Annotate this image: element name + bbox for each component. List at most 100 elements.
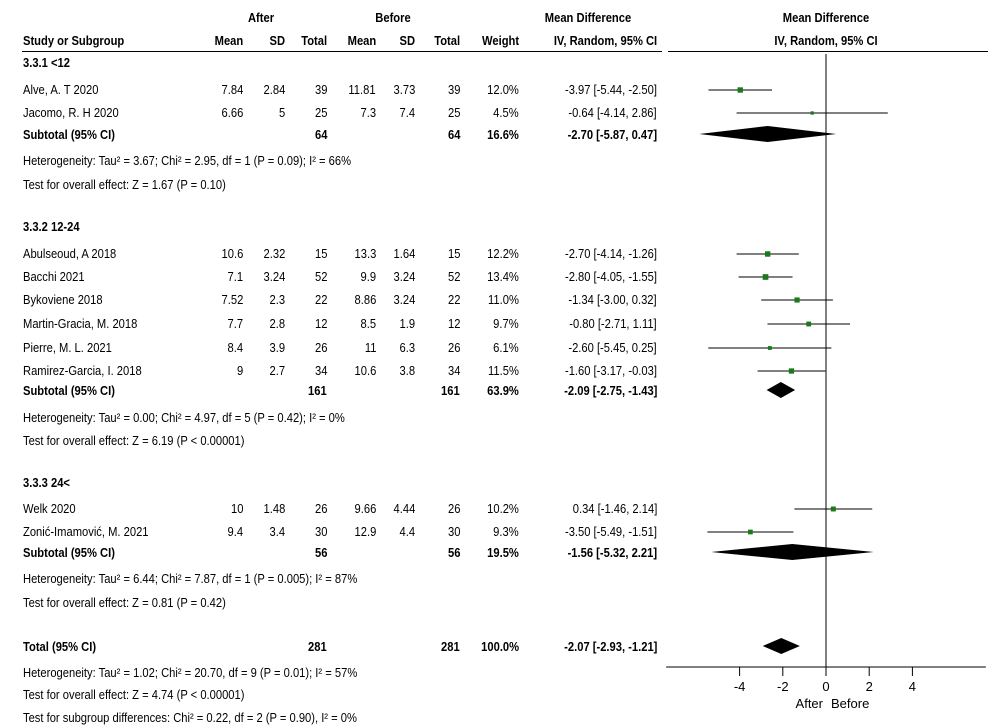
header-column-row: Study or Subgroup Mean SD Total Mean SD Total W… [0, 31, 668, 51]
subgroup-title-row: 3.3.3 24< [0, 473, 668, 493]
subtotal-weight: 19.5% [487, 545, 519, 560]
total-after-value: 26 [314, 501, 327, 516]
mean-after-value: 9.4 [227, 524, 243, 539]
subgroup-title: 3.3.2 12-24 [23, 219, 80, 234]
sd-before-value: 1.64 [393, 246, 415, 261]
axis-left-label: After [796, 696, 824, 711]
total-overall-row: Test for overall effect: Z = 4.74 (P < 0… [0, 685, 668, 705]
weight-value: 11.5% [488, 363, 519, 378]
subtotal-total-before: 161 [441, 383, 460, 398]
ci-value: -1.34 [-3.00, 0.32] [568, 292, 657, 307]
mean-before-value: 8.5 [360, 316, 376, 331]
weight-value: 12.2% [487, 246, 519, 261]
heterogeneity-text: Heterogeneity: Tau² = 3.67; Chi² = 2.95,… [23, 153, 352, 168]
total-label: Total (95% CI) [23, 639, 97, 654]
total-after-value: 22 [314, 292, 327, 307]
col-sd-after-header: SD [269, 33, 285, 48]
heterogeneity-row: Heterogeneity: Tau² = 0.00; Chi² = 4.97,… [0, 408, 668, 428]
study-row: Welk 2020 10 1.48 26 9.66 4.44 26 10.2% 0.34 [-1… [0, 499, 668, 519]
study-marker [767, 346, 772, 350]
study-marker [764, 251, 771, 257]
ci-value: -2.60 [-5.45, 0.25] [568, 340, 657, 355]
pooled-diamond [762, 638, 800, 654]
col-mean-after-header: Mean [214, 33, 243, 48]
heterogeneity-row: Heterogeneity: Tau² = 6.44; Chi² = 7.87,… [0, 569, 668, 589]
heterogeneity-text: Heterogeneity: Tau² = 0.00; Chi² = 4.97,… [23, 410, 345, 425]
total-total-after: 281 [308, 639, 327, 654]
mean-after-value: 7.7 [227, 316, 243, 331]
mean-after-value: 7.52 [221, 292, 243, 307]
total-heterogeneity-text: Heterogeneity: Tau² = 1.02; Chi² = 20.70… [23, 665, 358, 680]
study-marker [737, 87, 743, 93]
subtotal-label: Subtotal (95% CI) [23, 545, 115, 560]
sd-after-value: 5 [278, 105, 285, 120]
study-row: Bacchi 2021 7.1 3.24 52 9.9 3.24 52 13.4% -2.80 … [0, 267, 668, 287]
mean-before-value: 7.3 [360, 105, 376, 120]
overall-effect-row: Test for overall effect: Z = 6.19 (P < 0… [0, 431, 668, 451]
x-tick-label: 4 [909, 679, 916, 694]
subtotal-weight: 16.6% [487, 127, 519, 142]
plot-title: Mean Difference [782, 10, 870, 25]
subtotal-total-after: 161 [308, 383, 327, 398]
weight-value: 4.5% [493, 105, 519, 120]
study-name: Alve, A. T 2020 [23, 82, 99, 97]
sd-after-value: 3.24 [263, 269, 285, 284]
study-name: Jacomo, R. H 2020 [23, 105, 119, 120]
group-before-label: Before [375, 10, 411, 25]
overall-effect-text: Test for overall effect: Z = 0.81 (P = 0… [23, 595, 226, 610]
total-row: Total (95% CI) 281 281 100.0% -2.07 [-2.93, … [0, 637, 668, 657]
mean-before-value: 9.66 [354, 501, 376, 516]
ci-value: -0.80 [-2.71, 1.11] [569, 316, 657, 331]
subgroup-title: 3.3.3 24< [23, 475, 70, 490]
col-weight-header: Weight [481, 33, 519, 48]
mean-before-value: 13.3 [354, 246, 376, 261]
overall-effect-row: Test for overall effect: Z = 1.67 (P = 0… [0, 175, 668, 195]
plot-title-row: Mean Difference [668, 8, 1000, 28]
total-after-value: 25 [314, 105, 327, 120]
header-rule [22, 51, 662, 52]
sd-before-value: 7.4 [399, 105, 415, 120]
header-group-row: After Before Mean Difference [0, 8, 668, 28]
study-name: Bykoviene 2018 [23, 292, 103, 307]
mean-before-value: 10.6 [354, 363, 376, 378]
study-row: Jacomo, R. H 2020 6.66 5 25 7.3 7.4 25 4.5% -0.6… [0, 103, 668, 123]
mean-before-value: 11.81 [348, 82, 376, 97]
weight-value: 10.2% [487, 501, 519, 516]
study-marker [788, 368, 795, 374]
total-before-value: 39 [447, 82, 460, 97]
subtotal-total-before: 56 [447, 545, 460, 560]
subtotal-row: Subtotal (95% CI) 161 161 63.9% -2.09 [-2.75… [0, 381, 668, 401]
total-before-value: 52 [447, 269, 460, 284]
study-marker [748, 529, 753, 535]
study-row: Alve, A. T 2020 7.84 2.84 39 11.81 3.73 39 12.0… [0, 80, 668, 100]
subtotal-total-after: 56 [314, 545, 327, 560]
weight-value: 9.7% [493, 316, 519, 331]
sd-before-value: 3.73 [393, 82, 415, 97]
mean-before-value: 12.9 [354, 524, 376, 539]
sd-after-value: 2.32 [263, 246, 285, 261]
pooled-diamond [699, 126, 837, 142]
subtotal-row: Subtotal (95% CI) 56 56 19.5% -1.56 [-5.32, … [0, 543, 668, 563]
x-tick-label: -4 [734, 679, 746, 694]
sd-after-value: 2.3 [269, 292, 285, 307]
study-row: Zonić-Imamović, M. 2021 9.4 3.4 30 12.9 4.4 30… [0, 522, 668, 542]
study-marker [794, 297, 800, 303]
mean-after-value: 7.1 [227, 269, 243, 284]
study-name: Pierre, M. L. 2021 [23, 340, 112, 355]
study-name: Zonić-Imamović, M. 2021 [23, 524, 149, 539]
mean-after-value: 6.66 [221, 105, 243, 120]
subgroup-differences-text: Test for subgroup differences: Chi² = 0.… [23, 710, 357, 725]
study-marker [830, 506, 836, 512]
total-before-value: 26 [447, 501, 460, 516]
x-tick-label: 2 [866, 679, 873, 694]
subtotal-total-after: 64 [314, 127, 327, 142]
subgroup-title-row: 3.3.1 <12 [0, 53, 668, 73]
ci-value: 0.34 [-1.46, 2.14] [572, 501, 657, 516]
total-before-value: 12 [447, 316, 460, 331]
total-after-value: 30 [314, 524, 327, 539]
subgroup-title: 3.3.1 <12 [23, 55, 70, 70]
weight-value: 12.0% [487, 82, 519, 97]
study-marker [806, 321, 812, 327]
study-name: Ramirez-Garcia, I. 2018 [23, 363, 142, 378]
col-mean-before-header: Mean [347, 33, 376, 48]
